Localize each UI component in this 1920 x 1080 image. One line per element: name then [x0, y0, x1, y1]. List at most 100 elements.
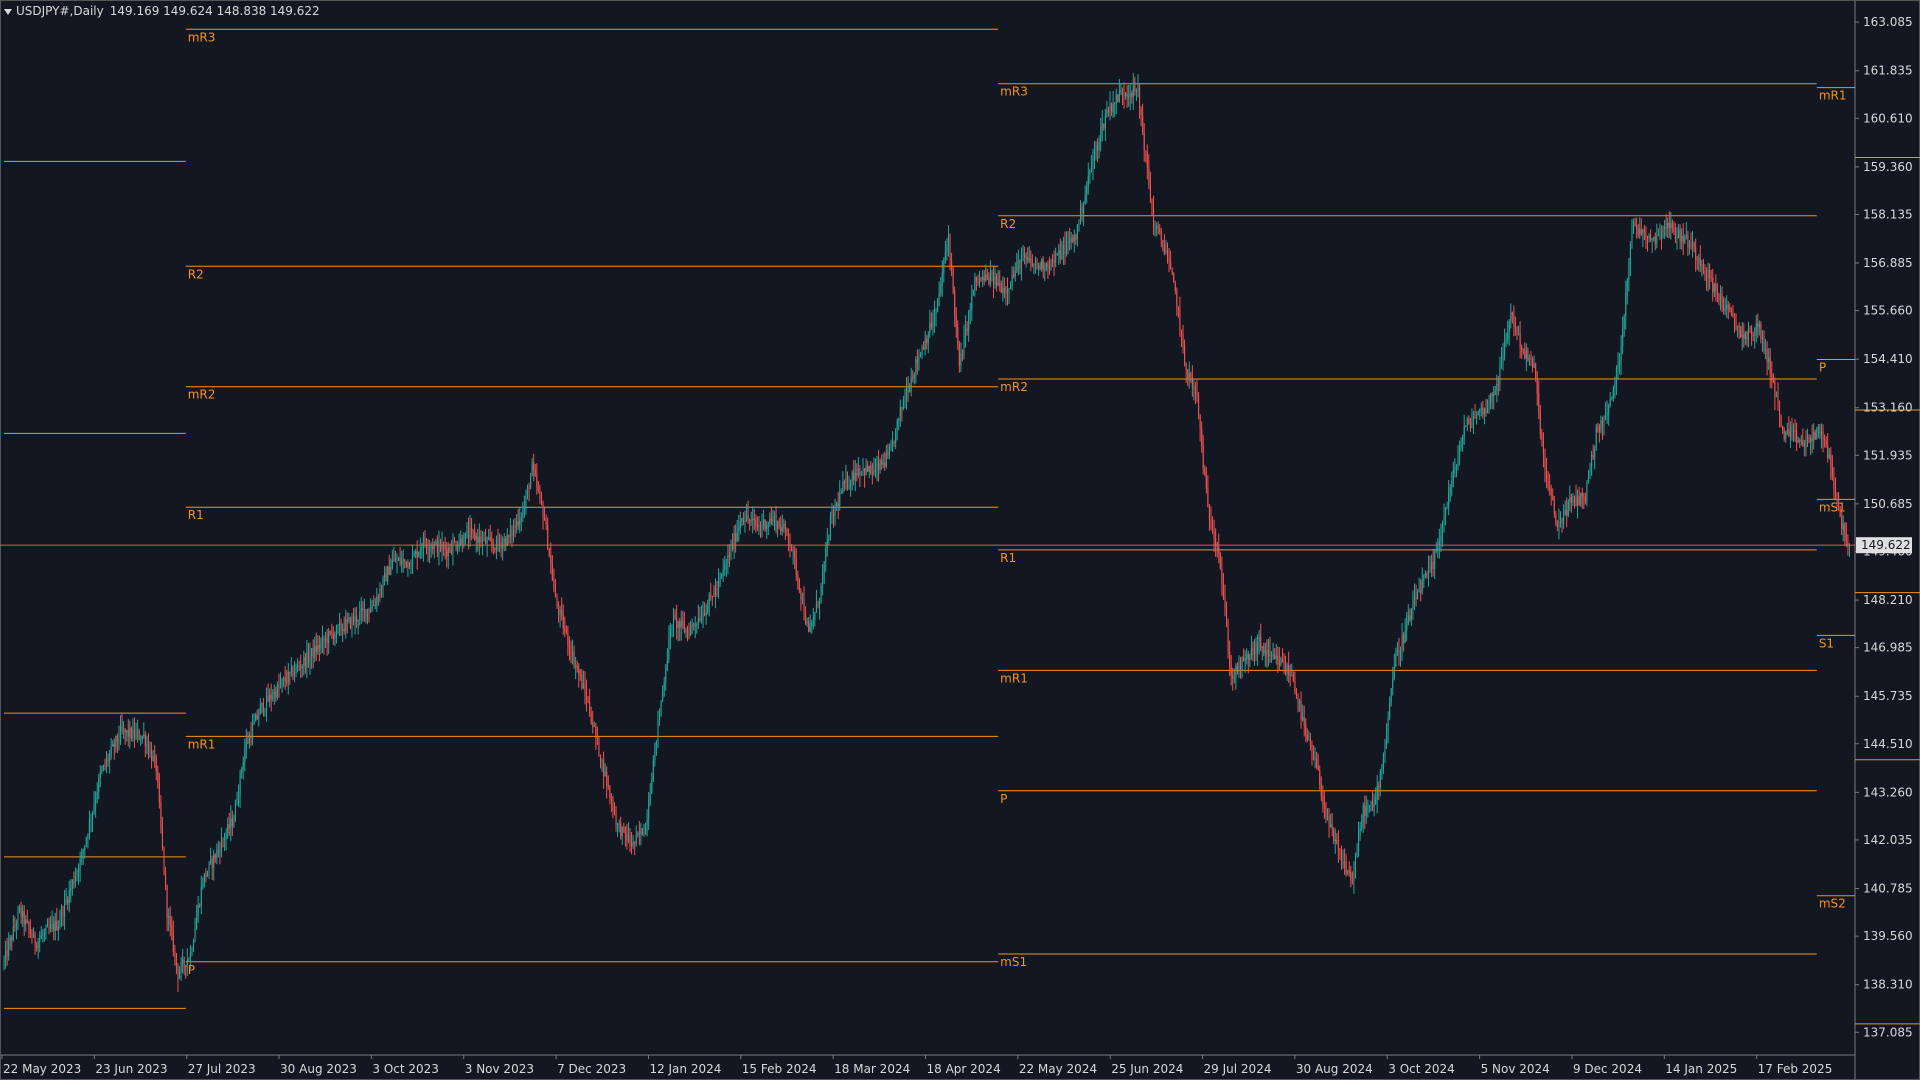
bull-candle-body	[1417, 592, 1419, 600]
bull-candle-body	[1286, 664, 1288, 674]
bear-candle-body	[1702, 264, 1704, 270]
bull-candle-body	[384, 573, 386, 578]
bull-candle-body	[761, 525, 763, 527]
bull-candle-body	[1361, 821, 1363, 829]
bull-candle-body	[1358, 833, 1360, 853]
bear-candle-body	[988, 276, 990, 284]
bull-candle-body	[1559, 519, 1562, 522]
bull-candle-body	[1437, 545, 1439, 549]
bear-candle-body	[1808, 437, 1810, 443]
bull-candle-body	[1410, 609, 1412, 621]
bull-candle-body	[276, 684, 278, 698]
bear-candle-body	[1174, 282, 1176, 292]
bull-candle-body	[1092, 159, 1094, 167]
bull-candle-body	[60, 909, 63, 922]
bull-candle-body	[180, 962, 182, 973]
bear-candle-body	[1794, 430, 1796, 432]
collapse-triangle-icon[interactable]	[4, 8, 12, 15]
bull-candle-body	[1848, 543, 1850, 545]
bear-candle-body	[1752, 335, 1754, 337]
bull-candle-body	[429, 547, 431, 550]
bull-candle-body	[722, 569, 724, 574]
x-tick-label: 3 Oct 2024	[1388, 1062, 1455, 1076]
bull-candle-body	[1445, 507, 1447, 515]
bear-candle-body	[1541, 433, 1543, 441]
bull-candle-body	[1458, 448, 1461, 458]
bear-candle-body	[214, 854, 216, 859]
bear-candle-body	[116, 735, 118, 741]
bear-candle-body	[1190, 373, 1192, 378]
bull-candle-body	[1370, 801, 1372, 806]
bear-candle-body	[267, 695, 269, 702]
bull-candle-body	[707, 605, 709, 612]
bear-candle-body	[1415, 596, 1417, 600]
bear-candle-body	[323, 637, 325, 642]
bear-candle-body	[1160, 231, 1162, 241]
bear-candle-body	[878, 463, 880, 471]
bear-candle-body	[800, 589, 802, 600]
bull-candle-body	[402, 559, 404, 561]
bull-candle-body	[306, 652, 308, 667]
bear-candle-body	[1185, 364, 1187, 370]
bear-candle-body	[609, 785, 611, 798]
bull-candle-body	[910, 377, 912, 389]
bull-candle-body	[370, 609, 372, 612]
bear-candle-body	[1196, 390, 1198, 396]
bull-candle-body	[913, 374, 915, 378]
bull-candle-body	[1589, 474, 1591, 479]
bull-candle-body	[1354, 857, 1357, 874]
bear-candle-body	[556, 596, 558, 606]
bull-candle-body	[972, 290, 974, 296]
bull-candle-body	[1016, 262, 1018, 272]
bear-candle-body	[1827, 445, 1829, 458]
bull-candle-body	[149, 750, 151, 754]
bear-candle-body	[231, 818, 233, 827]
y-tick-label: 142.035	[1863, 833, 1913, 847]
bull-candle-body	[752, 518, 754, 520]
bull-candle-body	[196, 917, 198, 930]
bull-candle-body	[475, 536, 477, 540]
bear-candle-body	[791, 545, 793, 552]
bull-candle-body	[982, 276, 984, 281]
bull-candle-body	[287, 671, 289, 683]
bull-candle-body	[1087, 175, 1089, 187]
bear-candle-body	[377, 597, 379, 599]
bear-candle-body	[1783, 430, 1785, 439]
bear-candle-body	[887, 453, 889, 456]
bear-candle-body	[67, 899, 69, 904]
x-tick-label: 22 May 2024	[1019, 1062, 1097, 1076]
bull-candle-body	[213, 854, 215, 868]
bull-candle-body	[398, 558, 400, 561]
bear-candle-body	[408, 561, 410, 569]
bear-candle-body	[548, 548, 550, 556]
y-tick-label: 145.735	[1863, 689, 1913, 703]
bear-candle-body	[467, 531, 470, 539]
pivot-level-label: S1	[1819, 636, 1834, 650]
bear-candle-body	[1538, 393, 1540, 412]
bear-candle-body	[1309, 739, 1311, 746]
bear-candle-body	[1705, 275, 1708, 279]
bull-candle-body	[915, 359, 917, 375]
bull-candle-body	[415, 551, 417, 555]
bull-candle-body	[1623, 316, 1625, 330]
bear-candle-body	[1247, 654, 1249, 661]
bear-candle-body	[127, 730, 129, 737]
bull-candle-body	[773, 516, 776, 518]
bull-candle-body	[890, 444, 892, 451]
bear-candle-body	[1727, 305, 1729, 307]
bull-candle-body	[265, 695, 268, 710]
bear-candle-body	[735, 533, 737, 542]
bull-candle-body	[937, 298, 939, 312]
bear-candle-body	[539, 490, 541, 496]
bear-candle-body	[579, 674, 581, 676]
bear-candle-body	[528, 487, 530, 490]
bull-candle-body	[854, 472, 856, 481]
bull-candle-body	[919, 354, 922, 357]
bear-candle-body	[1048, 267, 1050, 269]
bull-candle-body	[50, 925, 52, 929]
x-tick-label: 3 Oct 2023	[372, 1062, 439, 1076]
bull-candle-body	[582, 683, 584, 688]
bull-candle-body	[99, 772, 101, 778]
bull-candle-body	[119, 725, 122, 739]
